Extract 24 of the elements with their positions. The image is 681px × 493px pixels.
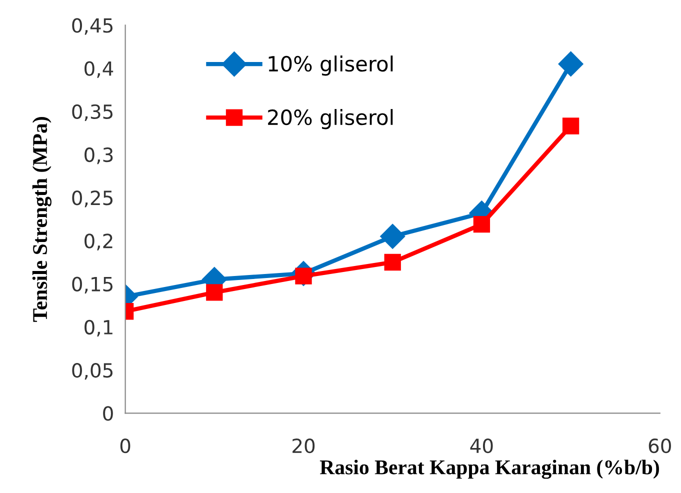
x-tick-label: 20 — [292, 438, 315, 454]
x-tick-label: 60 — [648, 438, 671, 454]
y-tick-label: 0,35 — [72, 104, 112, 122]
y-tick-label: 0,4 — [84, 61, 114, 78]
point — [384, 254, 401, 271]
y-axis-title: Tensile Strength (MPa) — [32, 117, 52, 322]
point — [473, 216, 490, 233]
y-tick-label: 0,1 — [84, 320, 112, 337]
point — [206, 284, 223, 301]
point — [558, 51, 584, 76]
y-tick-label: 0 — [103, 406, 113, 421]
y-tick-label: 0,3 — [84, 147, 113, 164]
y-tick-label: 0,25 — [72, 190, 112, 208]
point — [562, 118, 580, 134]
y-tick-label: 0,15 — [72, 276, 112, 294]
x-axis-title: Rasio Berat Kappa Karaginan (%b/b) — [320, 460, 659, 479]
legend-label: 20% gliserol — [268, 109, 393, 130]
y-tick-label: 0,2 — [84, 234, 112, 250]
x-tick-label: 0 — [120, 438, 130, 454]
legend-label: 10% gliserol — [268, 56, 393, 76]
y-tick-label: 0,05 — [72, 362, 112, 380]
y-tick-label: 0,45 — [72, 18, 112, 35]
x-tick-label: 40 — [470, 438, 493, 454]
point — [380, 224, 406, 249]
